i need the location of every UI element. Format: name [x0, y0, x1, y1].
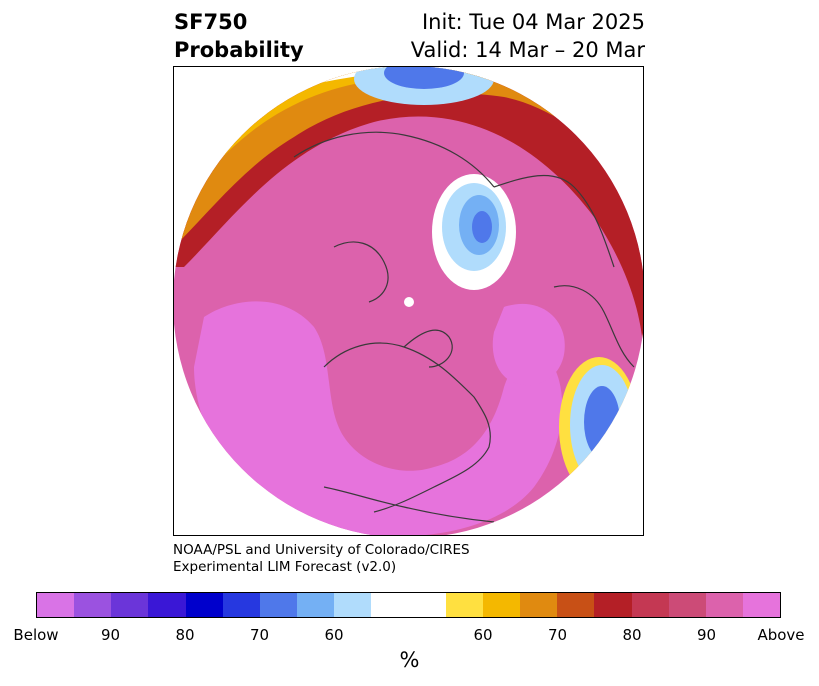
colorbar-tick-label: Above — [757, 626, 805, 644]
probability-map-svg — [174, 67, 643, 535]
colorbar-tick-label: 80 — [622, 626, 642, 644]
credit-text: NOAA/PSL and University of Colorado/CIRE… — [173, 542, 470, 576]
colorbar-segment — [705, 593, 743, 617]
colorbar-tick-label: 90 — [696, 626, 717, 644]
colorbar-segment — [297, 593, 335, 617]
product-label: Probability — [174, 38, 304, 62]
region-yellow-band — [174, 67, 643, 207]
north-pole-marker — [404, 297, 414, 307]
colorbar-segment — [668, 593, 706, 617]
colorbar-segment — [408, 593, 446, 617]
colorbar-segment — [37, 593, 75, 617]
colorbar-segment — [222, 593, 260, 617]
colorbar-segment — [148, 593, 186, 617]
colorbar-segment — [259, 593, 298, 617]
colorbar-tick-label: 60 — [324, 626, 344, 644]
forecast-dates: Init: Tue 04 Mar 2025 Valid: 14 Mar – 20… — [411, 8, 645, 64]
map-title: SF750 Probability — [174, 8, 304, 64]
colorbar-tick-label: 90 — [100, 626, 121, 644]
init-date: Init: Tue 04 Mar 2025 — [421, 10, 645, 34]
colorbar-segment — [557, 593, 595, 617]
colorbar-tick-labels: Below 90 80 70 60 60 70 80 90 Above — [0, 626, 819, 646]
region-orange-band — [174, 67, 643, 247]
colorbar-segment — [111, 593, 149, 617]
region-atlantic-cool-2 — [584, 386, 620, 458]
valid-range: Valid: 14 Mar – 20 Mar — [410, 38, 645, 62]
variable-label: SF750 — [174, 10, 248, 34]
colorbar — [36, 592, 781, 618]
colorbar-segment — [185, 593, 223, 617]
colorbar-tick-label: 70 — [249, 626, 270, 644]
colorbar-segment — [371, 593, 409, 617]
credit-line-2: Experimental LIM Forecast (v2.0) — [173, 559, 397, 575]
region-arctic-cool-3 — [472, 211, 492, 243]
colorbar-segment — [631, 593, 669, 617]
colorbar-unit: % — [399, 648, 420, 672]
credit-line-1: NOAA/PSL and University of Colorado/CIRE… — [173, 542, 470, 558]
colorbar-segment — [445, 593, 483, 617]
colorbar-tick-label: 70 — [547, 626, 568, 644]
coastlines — [293, 131, 635, 523]
colorbar-tick-label: 60 — [473, 626, 493, 644]
region-top-cool-2 — [384, 67, 464, 89]
colorbar-segment — [482, 593, 521, 617]
colorbar-tick-label: 80 — [175, 626, 195, 644]
region-above-west — [194, 301, 563, 535]
colorbar-segment — [334, 593, 372, 617]
colorbar-tick-label: Below — [13, 626, 59, 644]
forecast-map — [173, 66, 644, 536]
colorbar-segment — [742, 593, 781, 617]
region-warm-belt — [174, 67, 643, 367]
colorbar-segment — [520, 593, 558, 617]
colorbar-segment — [74, 593, 112, 617]
colorbar-segment — [594, 593, 632, 617]
region-above-east — [492, 303, 565, 386]
